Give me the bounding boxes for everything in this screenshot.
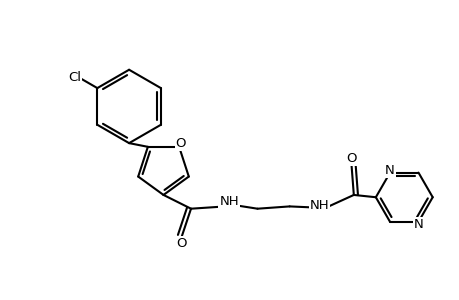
Text: O: O [175,137,186,150]
Text: NH: NH [219,195,238,208]
Text: NH: NH [309,199,329,212]
Text: N: N [384,164,394,177]
Text: O: O [346,152,356,165]
Text: O: O [176,237,187,250]
Text: Cl: Cl [68,71,81,85]
Text: N: N [413,218,422,231]
